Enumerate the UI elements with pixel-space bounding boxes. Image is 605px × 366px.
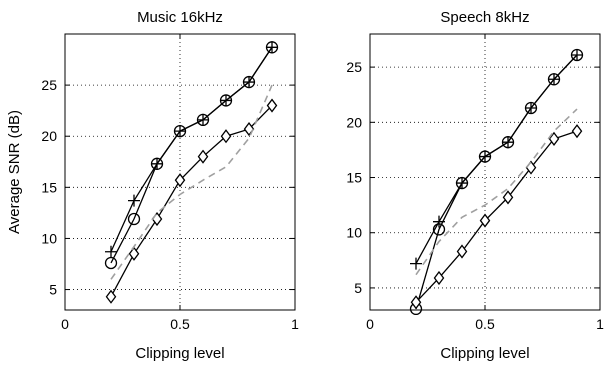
panel-music-axes-box xyxy=(64,33,296,311)
data-point-diamond xyxy=(243,121,255,137)
data-point-circle xyxy=(173,124,187,138)
y-tick-label: 25 xyxy=(346,59,362,75)
data-point-diamond xyxy=(548,131,560,146)
panel-music-gridlines xyxy=(65,34,295,310)
panel-speech-x-axis-label: Clipping level xyxy=(440,345,529,362)
data-point-diamond xyxy=(128,246,140,261)
data-point-diamond xyxy=(456,244,468,259)
data-point-diamond xyxy=(197,149,209,164)
y-tick-label: 5 xyxy=(49,282,57,298)
y-tick-label: 20 xyxy=(346,114,362,130)
data-point-circle xyxy=(547,73,561,86)
y-tick-label: 15 xyxy=(346,170,362,186)
data-point-circle xyxy=(242,75,256,89)
x-tick-label: 0.5 xyxy=(170,316,190,332)
data-point-circle xyxy=(432,223,446,236)
series-line xyxy=(415,54,578,264)
panel-speech-title: Speech 8kHz xyxy=(440,9,529,26)
data-point-diamond xyxy=(174,173,186,188)
series-3-diamond xyxy=(410,124,583,310)
data-point-diamond xyxy=(502,190,514,205)
data-point-circle xyxy=(478,150,492,163)
data-point-plus xyxy=(128,194,140,207)
series-line xyxy=(110,46,273,264)
x-tick-label: 0 xyxy=(61,316,69,332)
data-point-diamond xyxy=(410,295,422,310)
x-tick-label: 1 xyxy=(596,316,604,332)
data-point-circle xyxy=(570,48,584,62)
panel-speech-axes-box xyxy=(369,33,601,311)
data-point-circle xyxy=(196,113,210,127)
data-point-circle xyxy=(265,41,279,54)
series-line xyxy=(415,54,578,310)
y-tick-label: 10 xyxy=(346,225,362,241)
series-line xyxy=(110,46,273,253)
series-3-diamond xyxy=(105,98,278,304)
data-point-diamond xyxy=(433,270,445,286)
series-line xyxy=(415,108,578,276)
panel-speech-plot xyxy=(409,48,584,316)
series-4-none xyxy=(110,84,273,280)
data-point-circle xyxy=(150,157,164,170)
panel-speech-gridlines xyxy=(370,34,600,310)
data-point-plus xyxy=(105,245,117,258)
panel-music-plot xyxy=(104,41,279,304)
data-point-diamond xyxy=(479,213,491,228)
data-point-circle xyxy=(524,101,538,115)
series-line xyxy=(415,130,578,303)
series-line xyxy=(110,84,273,280)
x-tick-label: 1 xyxy=(291,316,299,332)
series-1-plus xyxy=(410,48,583,270)
panel-music-x-axis-label: Clipping level xyxy=(135,345,224,362)
y-tick-label: 20 xyxy=(41,128,57,144)
data-point-diamond xyxy=(220,129,232,144)
series-2-circle xyxy=(104,41,279,270)
data-point-diamond xyxy=(571,124,583,139)
series-2-circle xyxy=(409,48,584,316)
y-tick-label: 10 xyxy=(41,230,57,246)
data-point-diamond xyxy=(266,98,278,113)
data-point-circle xyxy=(501,136,515,149)
data-point-diamond xyxy=(105,289,117,304)
data-point-circle xyxy=(127,212,141,226)
y-axis-label: Average SNR (dB) xyxy=(6,110,23,234)
panel-music-title: Music 16kHz xyxy=(137,9,223,26)
x-tick-label: 0 xyxy=(366,316,374,332)
y-tick-label: 5 xyxy=(354,280,362,296)
y-tick-label: 15 xyxy=(41,179,57,195)
data-point-circle xyxy=(219,94,233,107)
data-point-circle xyxy=(104,256,118,270)
x-tick-label: 0.5 xyxy=(475,316,495,332)
y-tick-label: 25 xyxy=(41,77,57,93)
data-point-plus xyxy=(410,257,422,270)
data-point-circle xyxy=(455,176,469,190)
series-4-none xyxy=(415,108,578,276)
